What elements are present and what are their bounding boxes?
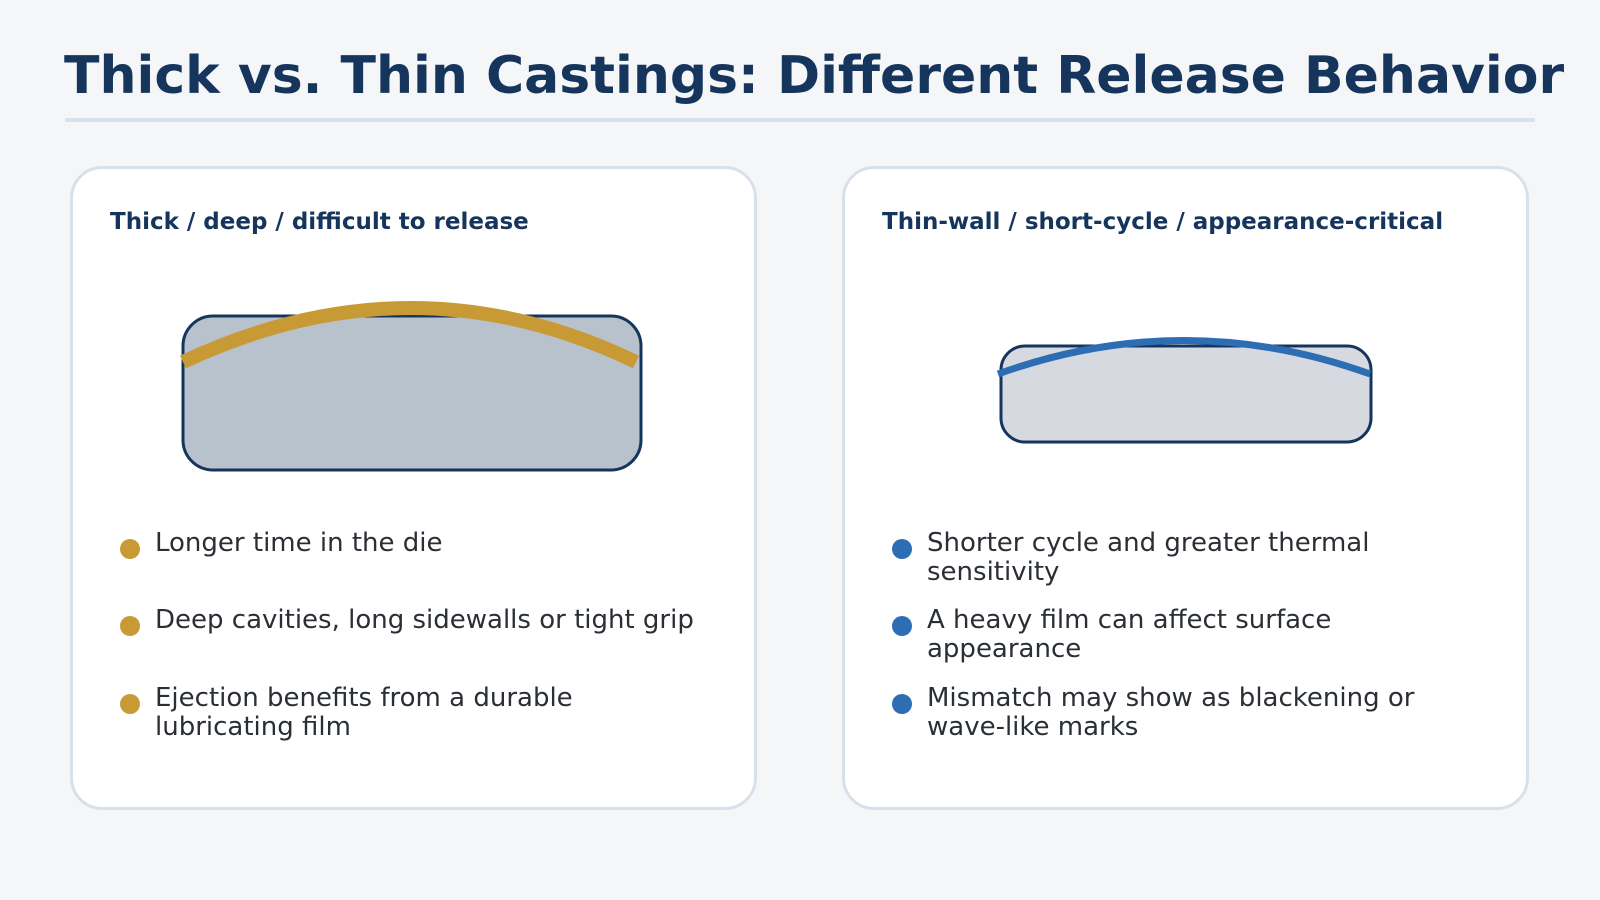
thick-panel-heading: Thick / deep / difficult to release xyxy=(110,209,529,235)
bullet-dot-icon xyxy=(120,694,140,714)
bullet-dot-icon xyxy=(892,616,912,636)
title-divider xyxy=(65,118,1535,122)
bullet-dot-icon xyxy=(120,539,140,559)
thick-bullet-item: Deep cavities, long sidewalls or tight g… xyxy=(120,605,715,636)
thin-casting-panel: Thin-wall / short-cycle / appearance-cri… xyxy=(842,166,1529,810)
thick-casting-illustration xyxy=(180,301,643,472)
thin-bullet-list: Shorter cycle and greater thermal sensit… xyxy=(845,169,1532,813)
page-title: Thick vs. Thin Castings: Different Relea… xyxy=(64,46,1565,106)
thick-bullet-text: Longer time in the die xyxy=(155,528,443,558)
thin-bullet-text: Shorter cycle and greater thermal sensit… xyxy=(927,528,1370,587)
thick-casting-part xyxy=(181,314,643,472)
thick-bullet-item: Ejection benefits from a durable lubrica… xyxy=(120,683,715,742)
thick-casting-panel: Thick / deep / difficult to release Long… xyxy=(70,166,757,810)
bullet-dot-icon xyxy=(892,694,912,714)
thin-casting-part xyxy=(999,344,1373,444)
thick-bullet-text: Ejection benefits from a durable lubrica… xyxy=(155,683,573,742)
thin-bullet-item: Shorter cycle and greater thermal sensit… xyxy=(892,528,1487,587)
thin-bullet-item: Mismatch may show as blackening or wave-… xyxy=(892,683,1487,742)
thin-panel-heading: Thin-wall / short-cycle / appearance-cri… xyxy=(882,209,1444,235)
bullet-dot-icon xyxy=(120,616,140,636)
thin-release-film-arc xyxy=(996,337,1372,378)
thin-bullet-item: A heavy film can affect surface appearan… xyxy=(892,605,1487,664)
thick-bullet-item: Longer time in the die xyxy=(120,528,715,559)
bullet-dot-icon xyxy=(892,539,912,559)
thin-bullet-text: A heavy film can affect surface appearan… xyxy=(927,605,1332,664)
thin-casting-illustration xyxy=(996,337,1373,444)
thick-release-film-arc xyxy=(180,301,640,369)
thin-bullet-text: Mismatch may show as blackening or wave-… xyxy=(927,683,1415,742)
thick-bullet-text: Deep cavities, long sidewalls or tight g… xyxy=(155,605,694,635)
thick-bullet-list: Longer time in the die Deep cavities, lo… xyxy=(73,169,760,813)
